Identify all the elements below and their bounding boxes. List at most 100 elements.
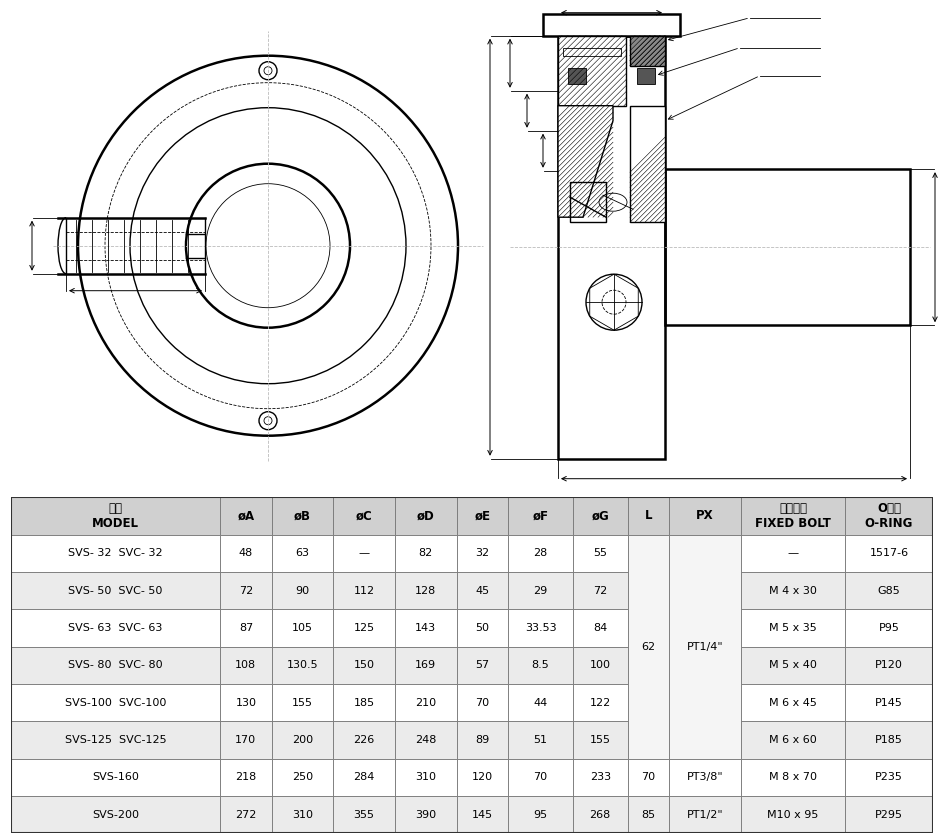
Text: 122: 122 bbox=[590, 697, 611, 707]
Text: P145: P145 bbox=[875, 697, 902, 707]
Text: P295: P295 bbox=[875, 810, 903, 820]
Bar bbox=[508, 684, 573, 722]
Polygon shape bbox=[630, 106, 665, 223]
Text: 390: 390 bbox=[415, 810, 436, 820]
Text: 170: 170 bbox=[235, 735, 257, 745]
Polygon shape bbox=[558, 106, 613, 218]
Bar bbox=[543, 13, 680, 35]
Bar bbox=[573, 759, 628, 796]
Bar bbox=[570, 182, 606, 223]
Bar bbox=[395, 722, 457, 759]
Text: 355: 355 bbox=[354, 810, 375, 820]
Bar bbox=[395, 572, 457, 609]
Bar bbox=[457, 722, 508, 759]
Text: L: L bbox=[645, 509, 652, 522]
Bar bbox=[508, 572, 573, 609]
Bar bbox=[669, 759, 741, 796]
Bar bbox=[573, 534, 628, 572]
Bar bbox=[573, 647, 628, 684]
Bar bbox=[665, 169, 910, 325]
Bar bbox=[11, 609, 220, 647]
Bar bbox=[457, 609, 508, 647]
Text: 128: 128 bbox=[415, 585, 436, 596]
Bar bbox=[741, 497, 845, 534]
Bar bbox=[220, 497, 272, 534]
Bar bbox=[669, 497, 741, 534]
Text: 85: 85 bbox=[641, 810, 655, 820]
Text: 284: 284 bbox=[353, 772, 375, 782]
Text: 32: 32 bbox=[476, 549, 490, 559]
Text: 29: 29 bbox=[533, 585, 548, 596]
Bar bbox=[637, 68, 655, 84]
Text: 130: 130 bbox=[235, 697, 257, 707]
Text: 250: 250 bbox=[292, 772, 313, 782]
Bar bbox=[845, 572, 933, 609]
Text: øD: øD bbox=[417, 509, 434, 522]
Text: PT1/2": PT1/2" bbox=[686, 810, 723, 820]
Text: 310: 310 bbox=[415, 772, 436, 782]
Text: 268: 268 bbox=[590, 810, 611, 820]
Text: SVS-160: SVS-160 bbox=[93, 772, 139, 782]
Text: 72: 72 bbox=[593, 585, 607, 596]
Text: 145: 145 bbox=[472, 810, 493, 820]
Text: 248: 248 bbox=[415, 735, 436, 745]
Text: M 8 x 70: M 8 x 70 bbox=[769, 772, 817, 782]
Text: 1517-6: 1517-6 bbox=[869, 549, 908, 559]
Text: 310: 310 bbox=[292, 810, 313, 820]
Bar bbox=[395, 534, 457, 572]
Bar bbox=[845, 722, 933, 759]
Bar bbox=[11, 497, 220, 534]
Text: —: — bbox=[359, 549, 370, 559]
Bar bbox=[395, 647, 457, 684]
Text: M 6 x 60: M 6 x 60 bbox=[769, 735, 817, 745]
Bar bbox=[333, 796, 395, 833]
Bar bbox=[741, 722, 845, 759]
Bar bbox=[272, 534, 333, 572]
Text: 型式
MODEL: 型式 MODEL bbox=[93, 502, 139, 530]
Text: SVS- 63  SVC- 63: SVS- 63 SVC- 63 bbox=[69, 623, 163, 633]
Text: 8.5: 8.5 bbox=[531, 660, 549, 670]
Text: 50: 50 bbox=[476, 623, 489, 633]
Bar bbox=[220, 722, 272, 759]
Text: 62: 62 bbox=[641, 642, 655, 652]
Bar bbox=[741, 647, 845, 684]
Text: 63: 63 bbox=[295, 549, 310, 559]
Bar bbox=[272, 647, 333, 684]
Bar bbox=[628, 759, 669, 796]
Text: PT3/8": PT3/8" bbox=[686, 772, 723, 782]
Text: øB: øB bbox=[294, 509, 311, 522]
Text: 150: 150 bbox=[354, 660, 375, 670]
Text: SVS-125  SVC-125: SVS-125 SVC-125 bbox=[65, 735, 166, 745]
Text: 72: 72 bbox=[239, 585, 253, 596]
Bar bbox=[573, 497, 628, 534]
Bar bbox=[741, 684, 845, 722]
Text: 226: 226 bbox=[354, 735, 375, 745]
Bar bbox=[573, 609, 628, 647]
Bar bbox=[741, 759, 845, 796]
Text: øA: øA bbox=[237, 509, 255, 522]
Bar bbox=[669, 796, 741, 833]
Bar bbox=[628, 796, 669, 833]
Bar bbox=[272, 759, 333, 796]
Bar bbox=[845, 759, 933, 796]
Bar bbox=[457, 572, 508, 609]
Text: 233: 233 bbox=[590, 772, 611, 782]
Text: øC: øC bbox=[356, 509, 373, 522]
Text: 120: 120 bbox=[472, 772, 493, 782]
Text: 87: 87 bbox=[239, 623, 253, 633]
Bar bbox=[272, 796, 333, 833]
Bar bbox=[333, 684, 395, 722]
Bar bbox=[333, 572, 395, 609]
Bar bbox=[669, 534, 741, 759]
Bar bbox=[333, 759, 395, 796]
Text: P185: P185 bbox=[875, 735, 902, 745]
Text: —: — bbox=[787, 549, 799, 559]
Bar bbox=[457, 759, 508, 796]
Text: 48: 48 bbox=[239, 549, 253, 559]
Text: 95: 95 bbox=[533, 810, 548, 820]
Bar bbox=[333, 647, 395, 684]
Bar bbox=[220, 609, 272, 647]
Text: O型環
O-RING: O型環 O-RING bbox=[865, 502, 913, 530]
Bar bbox=[220, 572, 272, 609]
Bar bbox=[573, 572, 628, 609]
